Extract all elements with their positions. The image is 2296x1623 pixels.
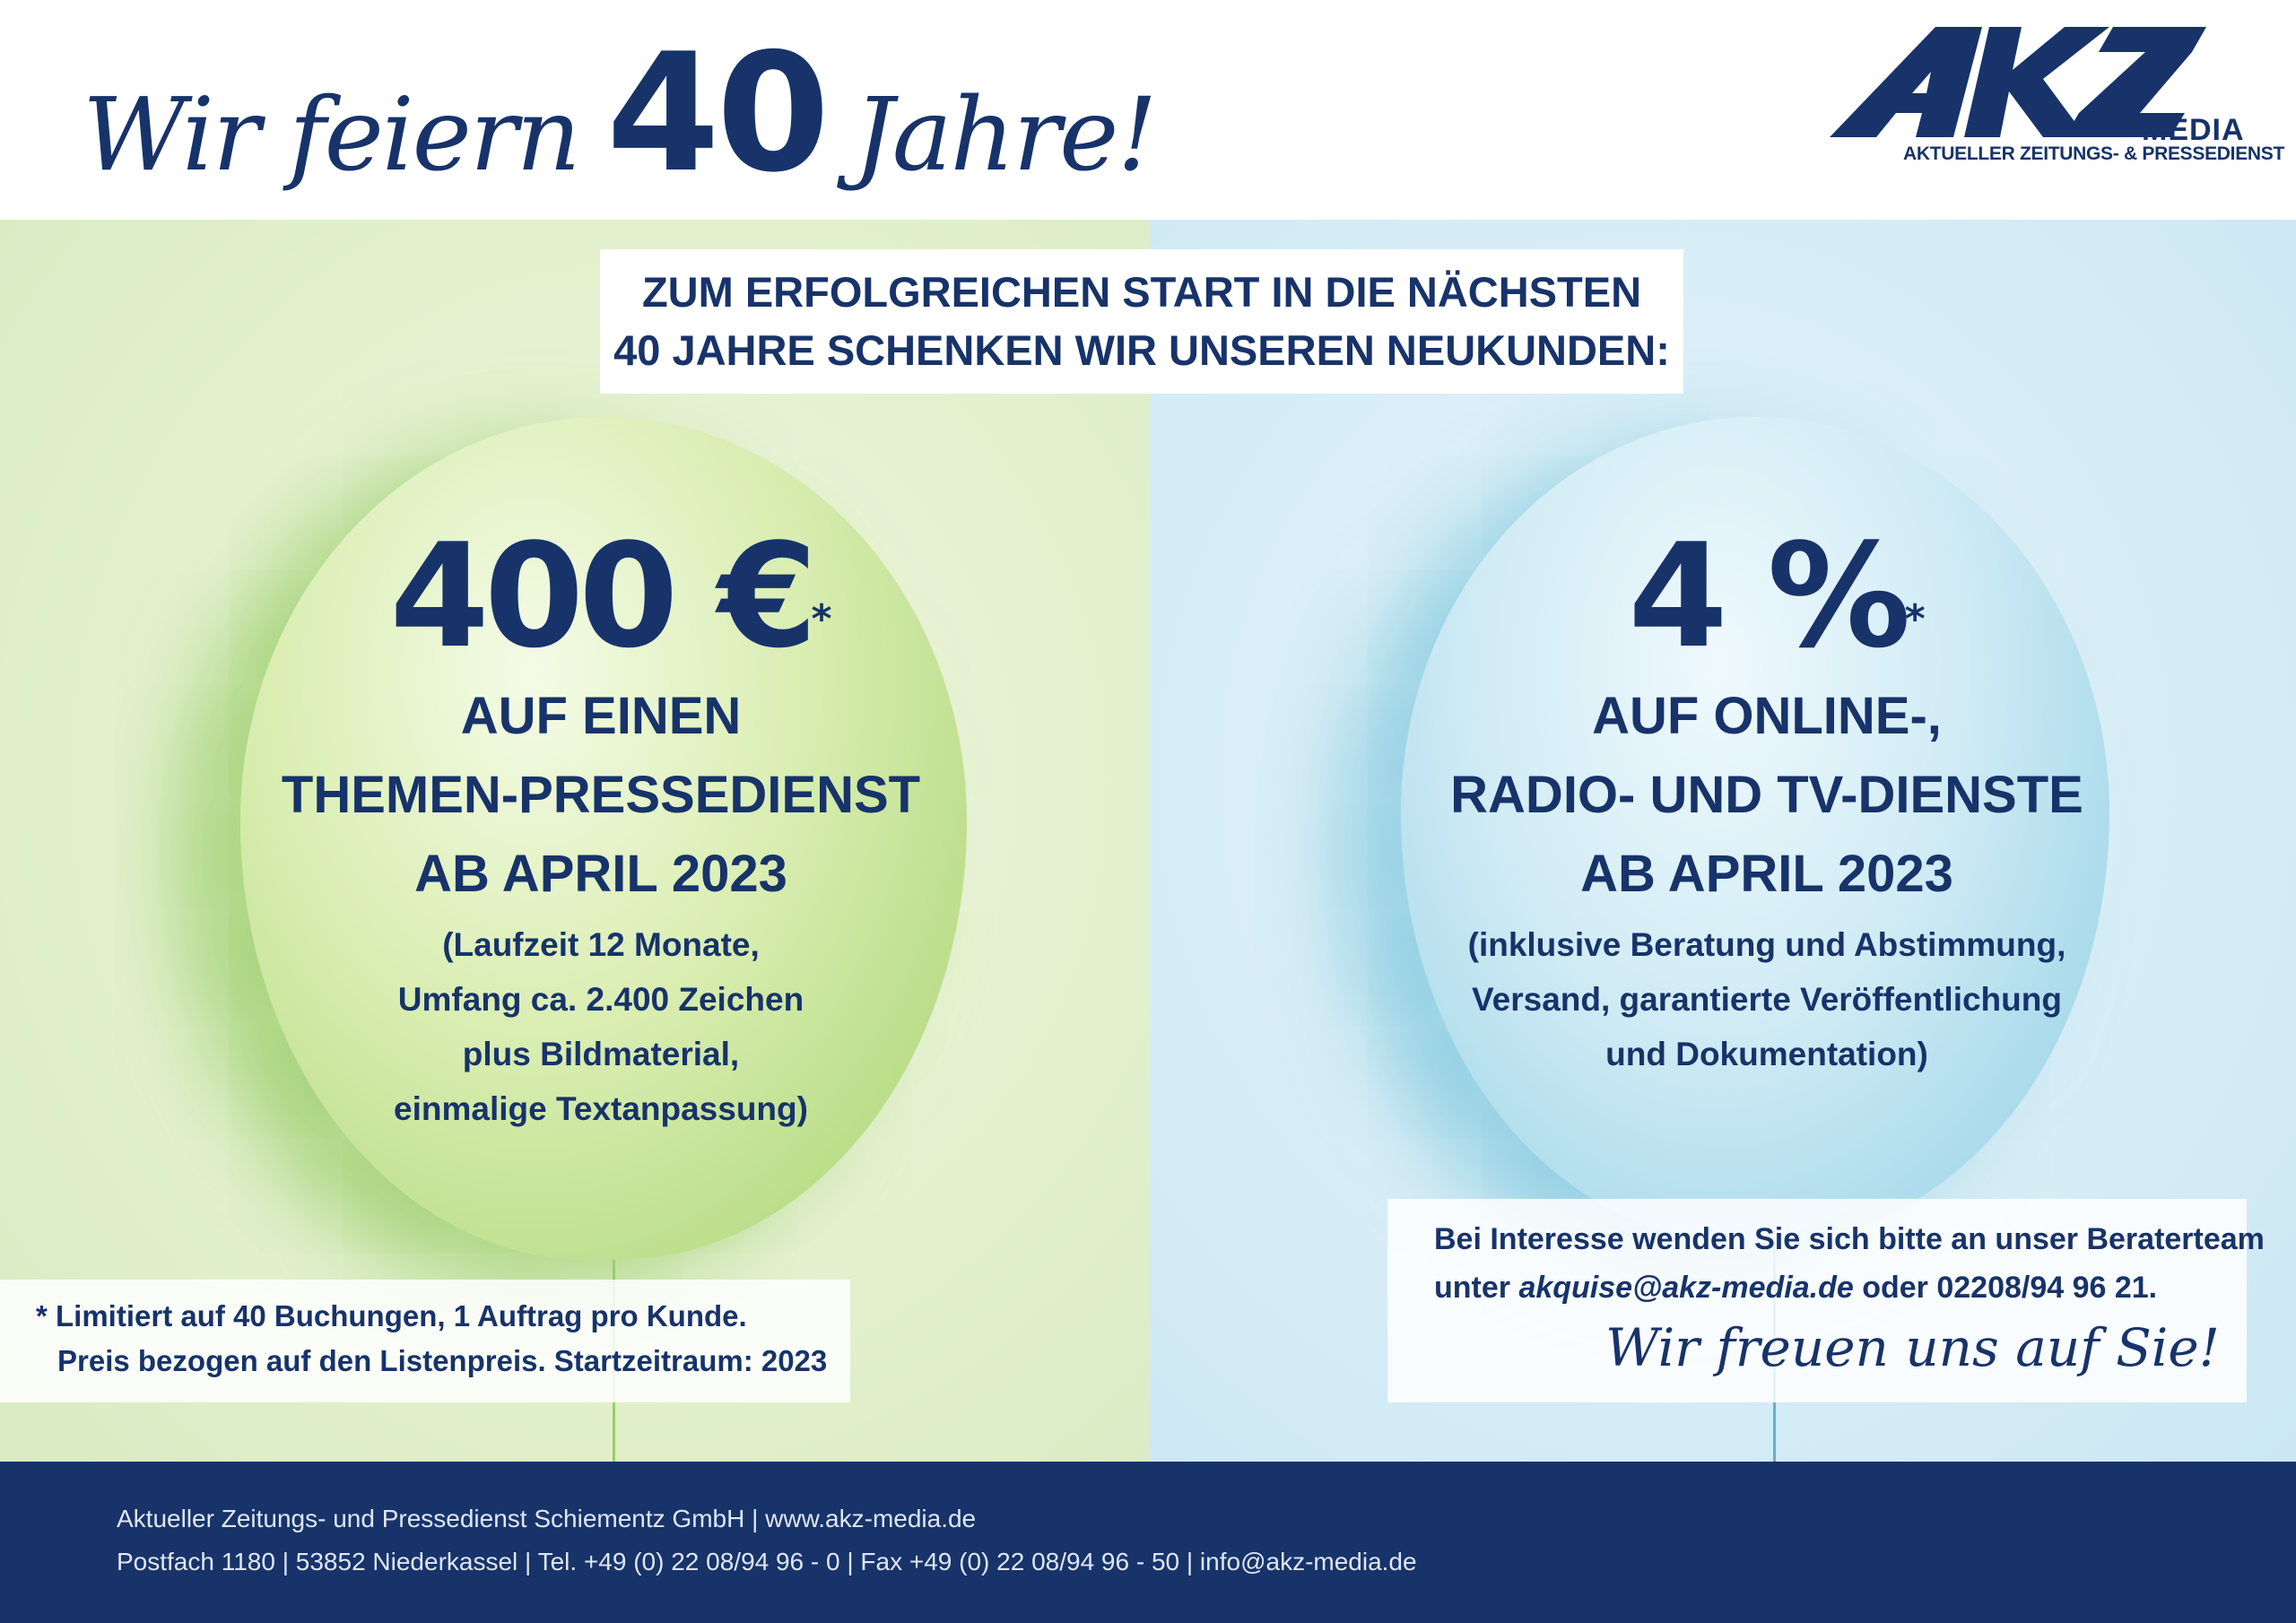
offer-right-line: AUF ONLINE-,: [1592, 687, 1942, 745]
contact-line-2: unter akquise@akz-media.de oder 02208/94…: [1434, 1271, 2157, 1306]
offer-left-amount: 400 € *: [389, 516, 831, 677]
offer-right-amount-value: 4 %: [1628, 512, 1910, 680]
offer-left-line: AB APRIL 2023: [414, 845, 787, 903]
footnote-line-1: * Limitiert auf 40 Buchungen, 1 Auftrag …: [36, 1299, 747, 1332]
footnote-line-2: Preis bezogen auf den Listenpreis. Start…: [57, 1344, 828, 1377]
contact-email-link[interactable]: akquise@akz-media.de: [1518, 1271, 1854, 1305]
green-balloon-icon: [240, 417, 967, 1260]
offer-left-asterisk: *: [811, 596, 832, 642]
offer-right-detail: (inklusive Beratung und Abstimmung,: [1467, 926, 2066, 963]
intro-box: ZUM ERFOLGREICHEN START IN DIE NÄCHSTEN …: [600, 249, 1683, 394]
offer-right-line: RADIO- UND TV-DIENSTE: [1450, 766, 2083, 824]
offer-right-line: AB APRIL 2023: [1580, 845, 1953, 903]
headline-part1: Wir feiern: [83, 77, 581, 194]
headline-number: 40: [606, 18, 830, 208]
offer-left-line: THEMEN-PRESSEDIENST: [281, 766, 921, 824]
offer-right: 4 % * AUF ONLINE-, RADIO- UND TV-DIENSTE …: [1363, 516, 2170, 1081]
contact-line-1: Bei Interesse wenden Sie sich bitte an u…: [1434, 1222, 2265, 1256]
intro-line-2: 40 JAHRE SCHENKEN WIR UNSEREN NEUKUNDEN:: [613, 326, 1670, 374]
offer-right-detail: Versand, garantierte Veröffentlichung: [1472, 981, 2062, 1018]
offer-left-detail: einmalige Textanpassung): [394, 1090, 808, 1127]
footer-company-line: Aktueller Zeitungs- und Pressedienst Sch…: [117, 1505, 977, 1532]
blue-balloon-icon: [1401, 417, 2109, 1242]
offer-left-line: AUF EINEN: [460, 687, 742, 745]
headline-part2: Jahre!: [853, 77, 1158, 194]
offer-right-amount: 4 % *: [1628, 516, 1925, 677]
headline: Wir feiern 40 Jahre!: [83, 18, 1157, 215]
offer-left-amount-value: 400 €: [389, 512, 817, 680]
offer-panel-left: [0, 220, 1150, 1462]
offer-left-details: (Laufzeit 12 Monate, Umfang ca. 2.400 Ze…: [206, 917, 996, 1136]
logo-word: MEDIA: [2142, 113, 2245, 147]
offer-right-detail: und Dokumentation): [1605, 1036, 1928, 1072]
offer-left-detail: Umfang ca. 2.400 Zeichen: [397, 981, 804, 1018]
offer-right-details: (inklusive Beratung und Abstimmung, Vers…: [1363, 917, 2170, 1081]
intro-line-1: ZUM ERFOLGREICHEN START IN DIE NÄCHSTEN: [641, 268, 1642, 316]
akz-logo-mark-icon: [1830, 27, 2206, 137]
footer-address-line: Postfach 1180 | 53852 Niederkassel | Tel…: [117, 1548, 1417, 1575]
akz-media-logo: MEDIA AKTUELLER ZEITUNGS- & PRESSEDIENST: [1830, 27, 2284, 170]
contact-sign-off: Wir freuen uns auf Sie!: [1605, 1317, 2220, 1378]
footnote-box: * Limitiert auf 40 Buchungen, 1 Auftrag …: [0, 1280, 850, 1402]
footer: Aktueller Zeitungs- und Pressedienst Sch…: [0, 1462, 2296, 1623]
contact-box: Bei Interesse wenden Sie sich bitte an u…: [1387, 1199, 2265, 1402]
offer-left: 400 € * AUF EINEN THEMEN-PRESSEDIENST AB …: [206, 516, 996, 1136]
offer-left-detail: (Laufzeit 12 Monate,: [442, 926, 760, 963]
contact-suffix: oder 02208/94 96 21.: [1853, 1271, 2158, 1305]
header: Wir feiern 40 Jahre! MEDIA AKTUELLER ZEI…: [0, 0, 2296, 220]
offer-left-detail: plus Bildmaterial,: [462, 1036, 740, 1072]
logo-tagline: AKTUELLER ZEITUNGS- & PRESSEDIENST: [1903, 143, 2284, 164]
offer-right-asterisk: *: [1904, 596, 1926, 642]
contact-prefix: unter: [1434, 1271, 1519, 1305]
